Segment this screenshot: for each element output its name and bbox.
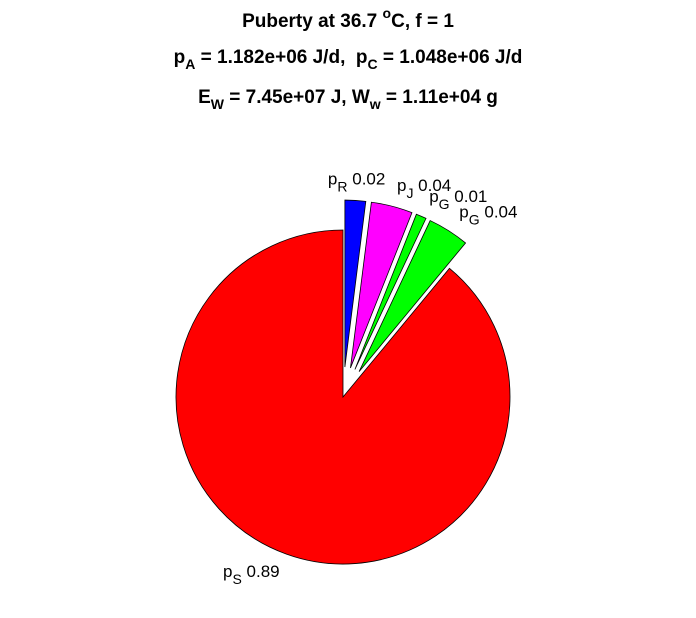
title-text: = 1.048e+06 J/d	[378, 47, 523, 68]
label-symbol: p	[429, 187, 438, 206]
title-line: Puberty at 36.7 oC, f = 1	[242, 5, 454, 32]
label-value: 0.02	[352, 170, 385, 189]
pie-slice	[175, 229, 511, 565]
slice-label: pG 0.04	[459, 203, 517, 227]
pie-slice	[354, 213, 427, 370]
pie-slice	[344, 199, 367, 368]
title-text: E	[198, 87, 211, 108]
label-subscript: G	[469, 211, 480, 227]
title-text: = 1.182e+06 J/d, p	[195, 47, 367, 68]
title-text: C, f = 1	[391, 11, 454, 32]
title-sub: W	[211, 96, 225, 112]
title-sub: w	[369, 96, 381, 112]
label-symbol: p	[397, 176, 406, 195]
label-subscript: J	[406, 184, 413, 200]
title-sub: A	[185, 56, 195, 72]
slice-label: pS 0.89	[223, 562, 280, 586]
title-text: = 1.11e+04 g	[381, 87, 498, 108]
label-symbol: p	[328, 170, 337, 189]
label-value: 0.04	[418, 176, 451, 195]
title-sup: o	[383, 5, 392, 21]
label-value: 0.01	[454, 187, 487, 206]
label-symbol: p	[459, 203, 468, 222]
label-value: 0.04	[484, 203, 517, 222]
label-symbol: p	[223, 562, 232, 581]
pie-slice	[358, 220, 467, 372]
label-subscript: G	[439, 196, 450, 212]
title-sub: C	[368, 56, 378, 72]
label-value: 0.89	[247, 562, 280, 581]
label-subscript: S	[232, 571, 241, 587]
slice-label: pJ 0.04	[397, 176, 451, 200]
slice-label: pG 0.01	[429, 187, 487, 211]
label-subscript: R	[337, 178, 347, 194]
title-text: Puberty at 36.7	[242, 11, 382, 32]
title-line: pA = 1.182e+06 J/d, pC = 1.048e+06 J/d	[174, 47, 523, 72]
slice-label: pR 0.02	[328, 170, 385, 194]
title-line: EW = 7.45e+07 J, Ww = 1.11e+04 g	[198, 87, 498, 112]
title-text: = 7.45e+07 J, W	[224, 87, 370, 108]
pie-slice	[350, 201, 413, 369]
title-text: p	[174, 47, 186, 68]
